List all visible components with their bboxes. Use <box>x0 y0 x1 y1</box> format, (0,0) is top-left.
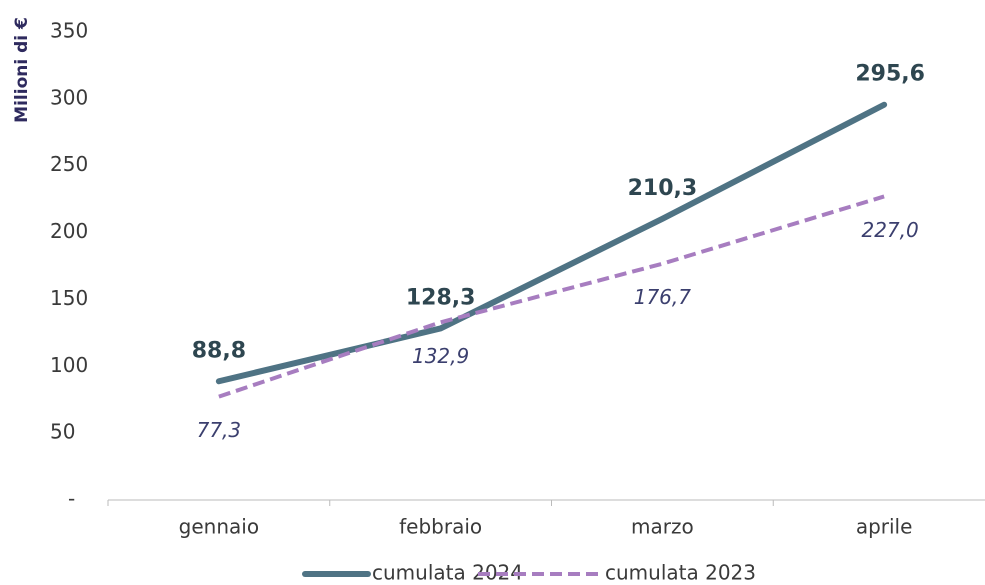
x-tick-label: marzo <box>631 515 694 539</box>
y-tick-label: 350 <box>50 19 88 43</box>
y-tick-label: 200 <box>50 219 88 243</box>
data-label: 210,3 <box>628 176 698 201</box>
y-tick-label: 50 <box>50 420 75 444</box>
data-label: 88,8 <box>192 338 246 363</box>
y-tick-label: 250 <box>50 152 88 176</box>
y-tick-label: 100 <box>50 353 88 377</box>
series-line <box>218 194 885 399</box>
x-tick-label: aprile <box>856 515 913 539</box>
y-axis-label: Milioni di € <box>12 17 32 123</box>
y-tick-label: 300 <box>50 85 88 109</box>
x-tick-label: febbraio <box>399 515 482 539</box>
data-label: 176,7 <box>634 285 692 309</box>
y-tick-label: 150 <box>50 286 88 310</box>
x-tick-label: gennaio <box>179 515 259 539</box>
data-label: 132,9 <box>412 344 469 368</box>
legend-label: cumulata 2023 <box>605 561 756 585</box>
series-line <box>215 101 888 385</box>
data-label: 77,3 <box>197 418 242 442</box>
y-tick-label: - <box>68 487 75 511</box>
data-label: 295,6 <box>855 62 925 87</box>
data-label: 128,3 <box>406 285 476 310</box>
data-label: 227,0 <box>861 218 918 242</box>
